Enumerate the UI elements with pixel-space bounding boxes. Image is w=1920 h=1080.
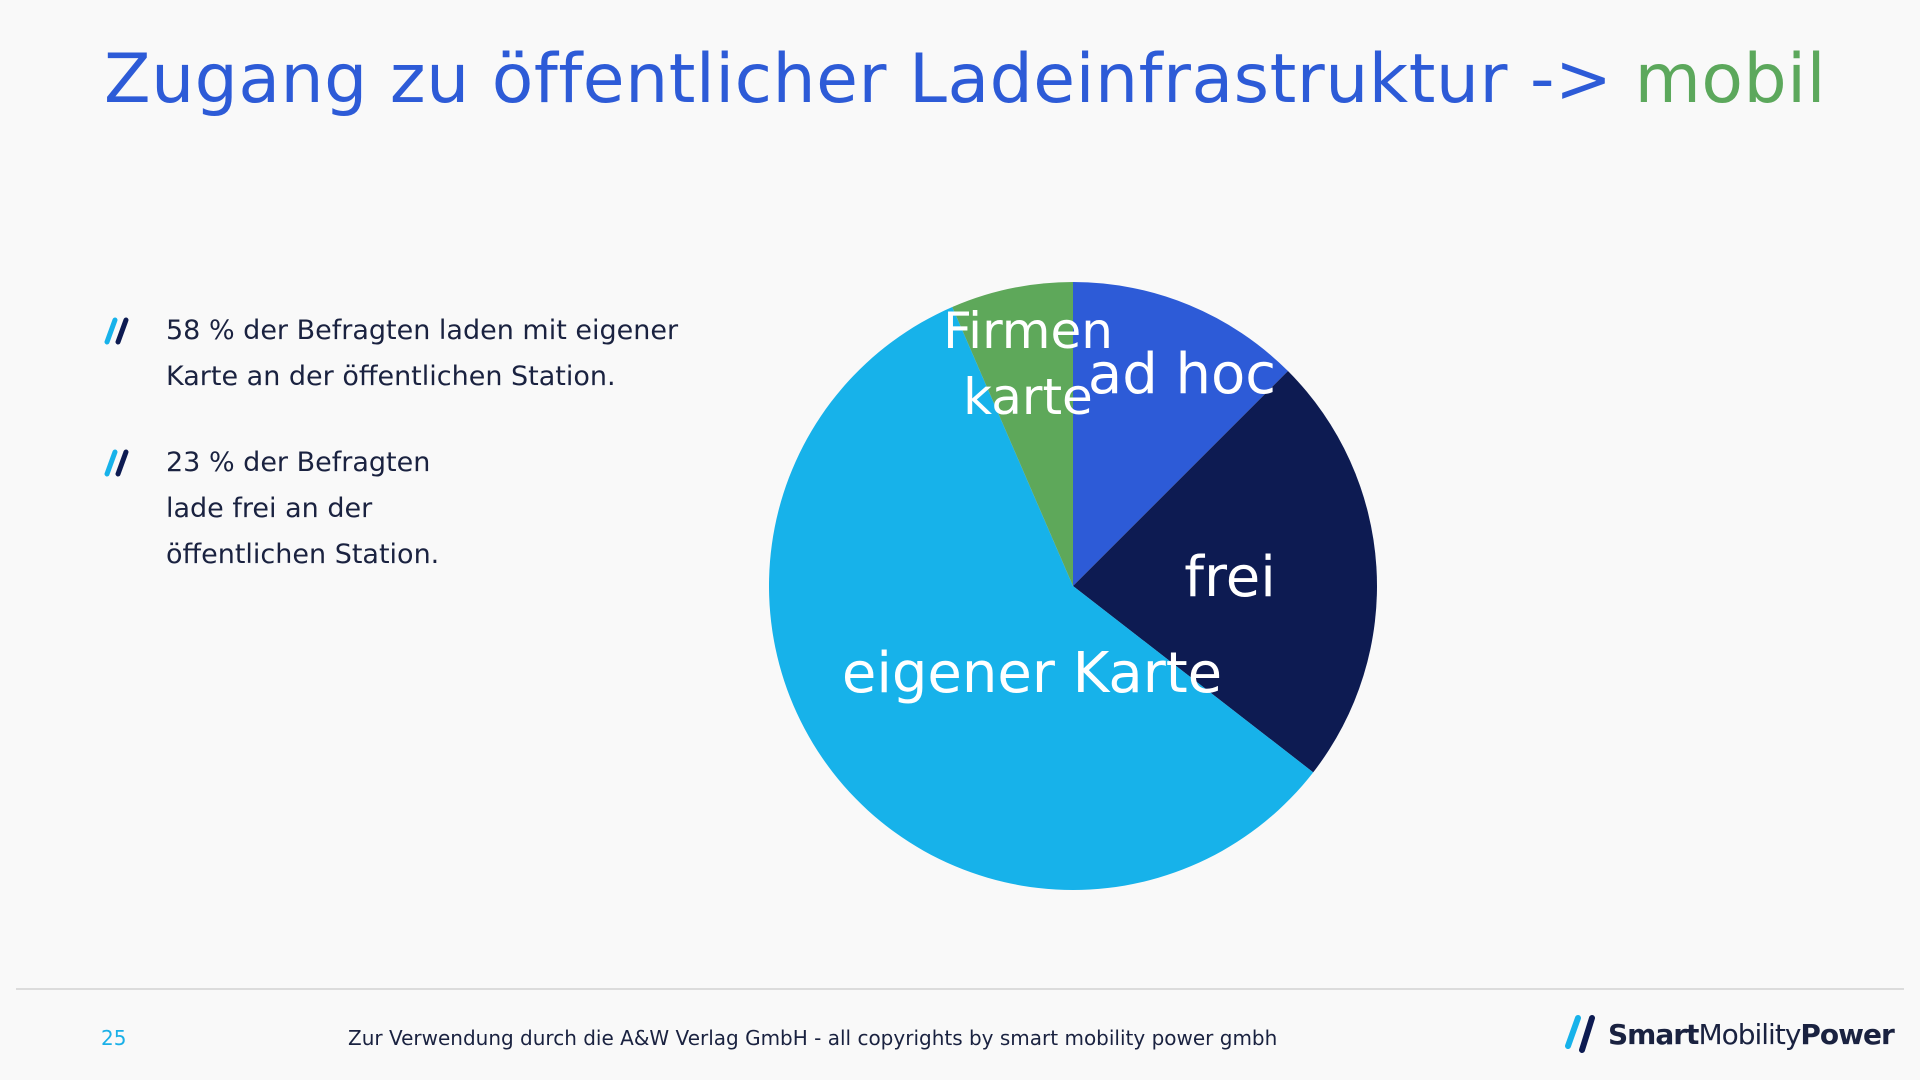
pie-label-ad-hoc: ad hoc	[1088, 342, 1276, 407]
page-title-main: Zugang zu öffentlicher Ladeinfrastruktur…	[104, 40, 1613, 119]
pie-label-firmen-karte: Firmen karte	[943, 302, 1113, 426]
copyright-note: Zur Verwendung durch die A&W Verlag GmbH…	[348, 1026, 1278, 1050]
double-slash-bullet-icon	[104, 440, 166, 482]
double-slash-bullet-icon	[104, 308, 166, 350]
logo-word-smart: Smart	[1608, 1017, 1699, 1051]
logo-word-power: Power	[1800, 1017, 1894, 1051]
bullet-text: 23 % der Befragten lade frei an der öffe…	[166, 447, 440, 570]
bullet-list: 58 % der Befragten laden mit eigener Kar…	[104, 308, 724, 618]
pie-slice-firmen-karte	[952, 282, 1073, 586]
page-number: 25	[101, 1026, 127, 1050]
pie-label-eigener-karte: eigener Karte	[842, 641, 1222, 706]
logo-word-mobility: Mobility	[1698, 1017, 1801, 1051]
footer-divider	[16, 988, 1904, 990]
smart-mobility-power-logo: SmartMobilityPower	[1562, 1012, 1895, 1056]
pie-slice-eigener-karte	[768, 307, 1314, 891]
page-title: Zugang zu öffentlicher Ladeinfrastruktur…	[104, 40, 1826, 119]
logo-mark-icon	[1565, 1015, 1595, 1053]
bullet-text: 58 % der Befragten laden mit eigener Kar…	[166, 315, 679, 392]
page-title-accent: mobil	[1634, 40, 1826, 119]
pie-slice-frei	[1073, 371, 1377, 773]
pie-label-frei: frei	[1184, 545, 1276, 610]
pie-slice-ad-hoc	[1073, 282, 1288, 586]
bullet-item: 23 % der Befragten lade frei an der öffe…	[104, 440, 724, 578]
logo-wordmark: SmartMobilityPower	[1608, 1017, 1895, 1051]
bullet-item: 58 % der Befragten laden mit eigener Kar…	[104, 308, 724, 400]
